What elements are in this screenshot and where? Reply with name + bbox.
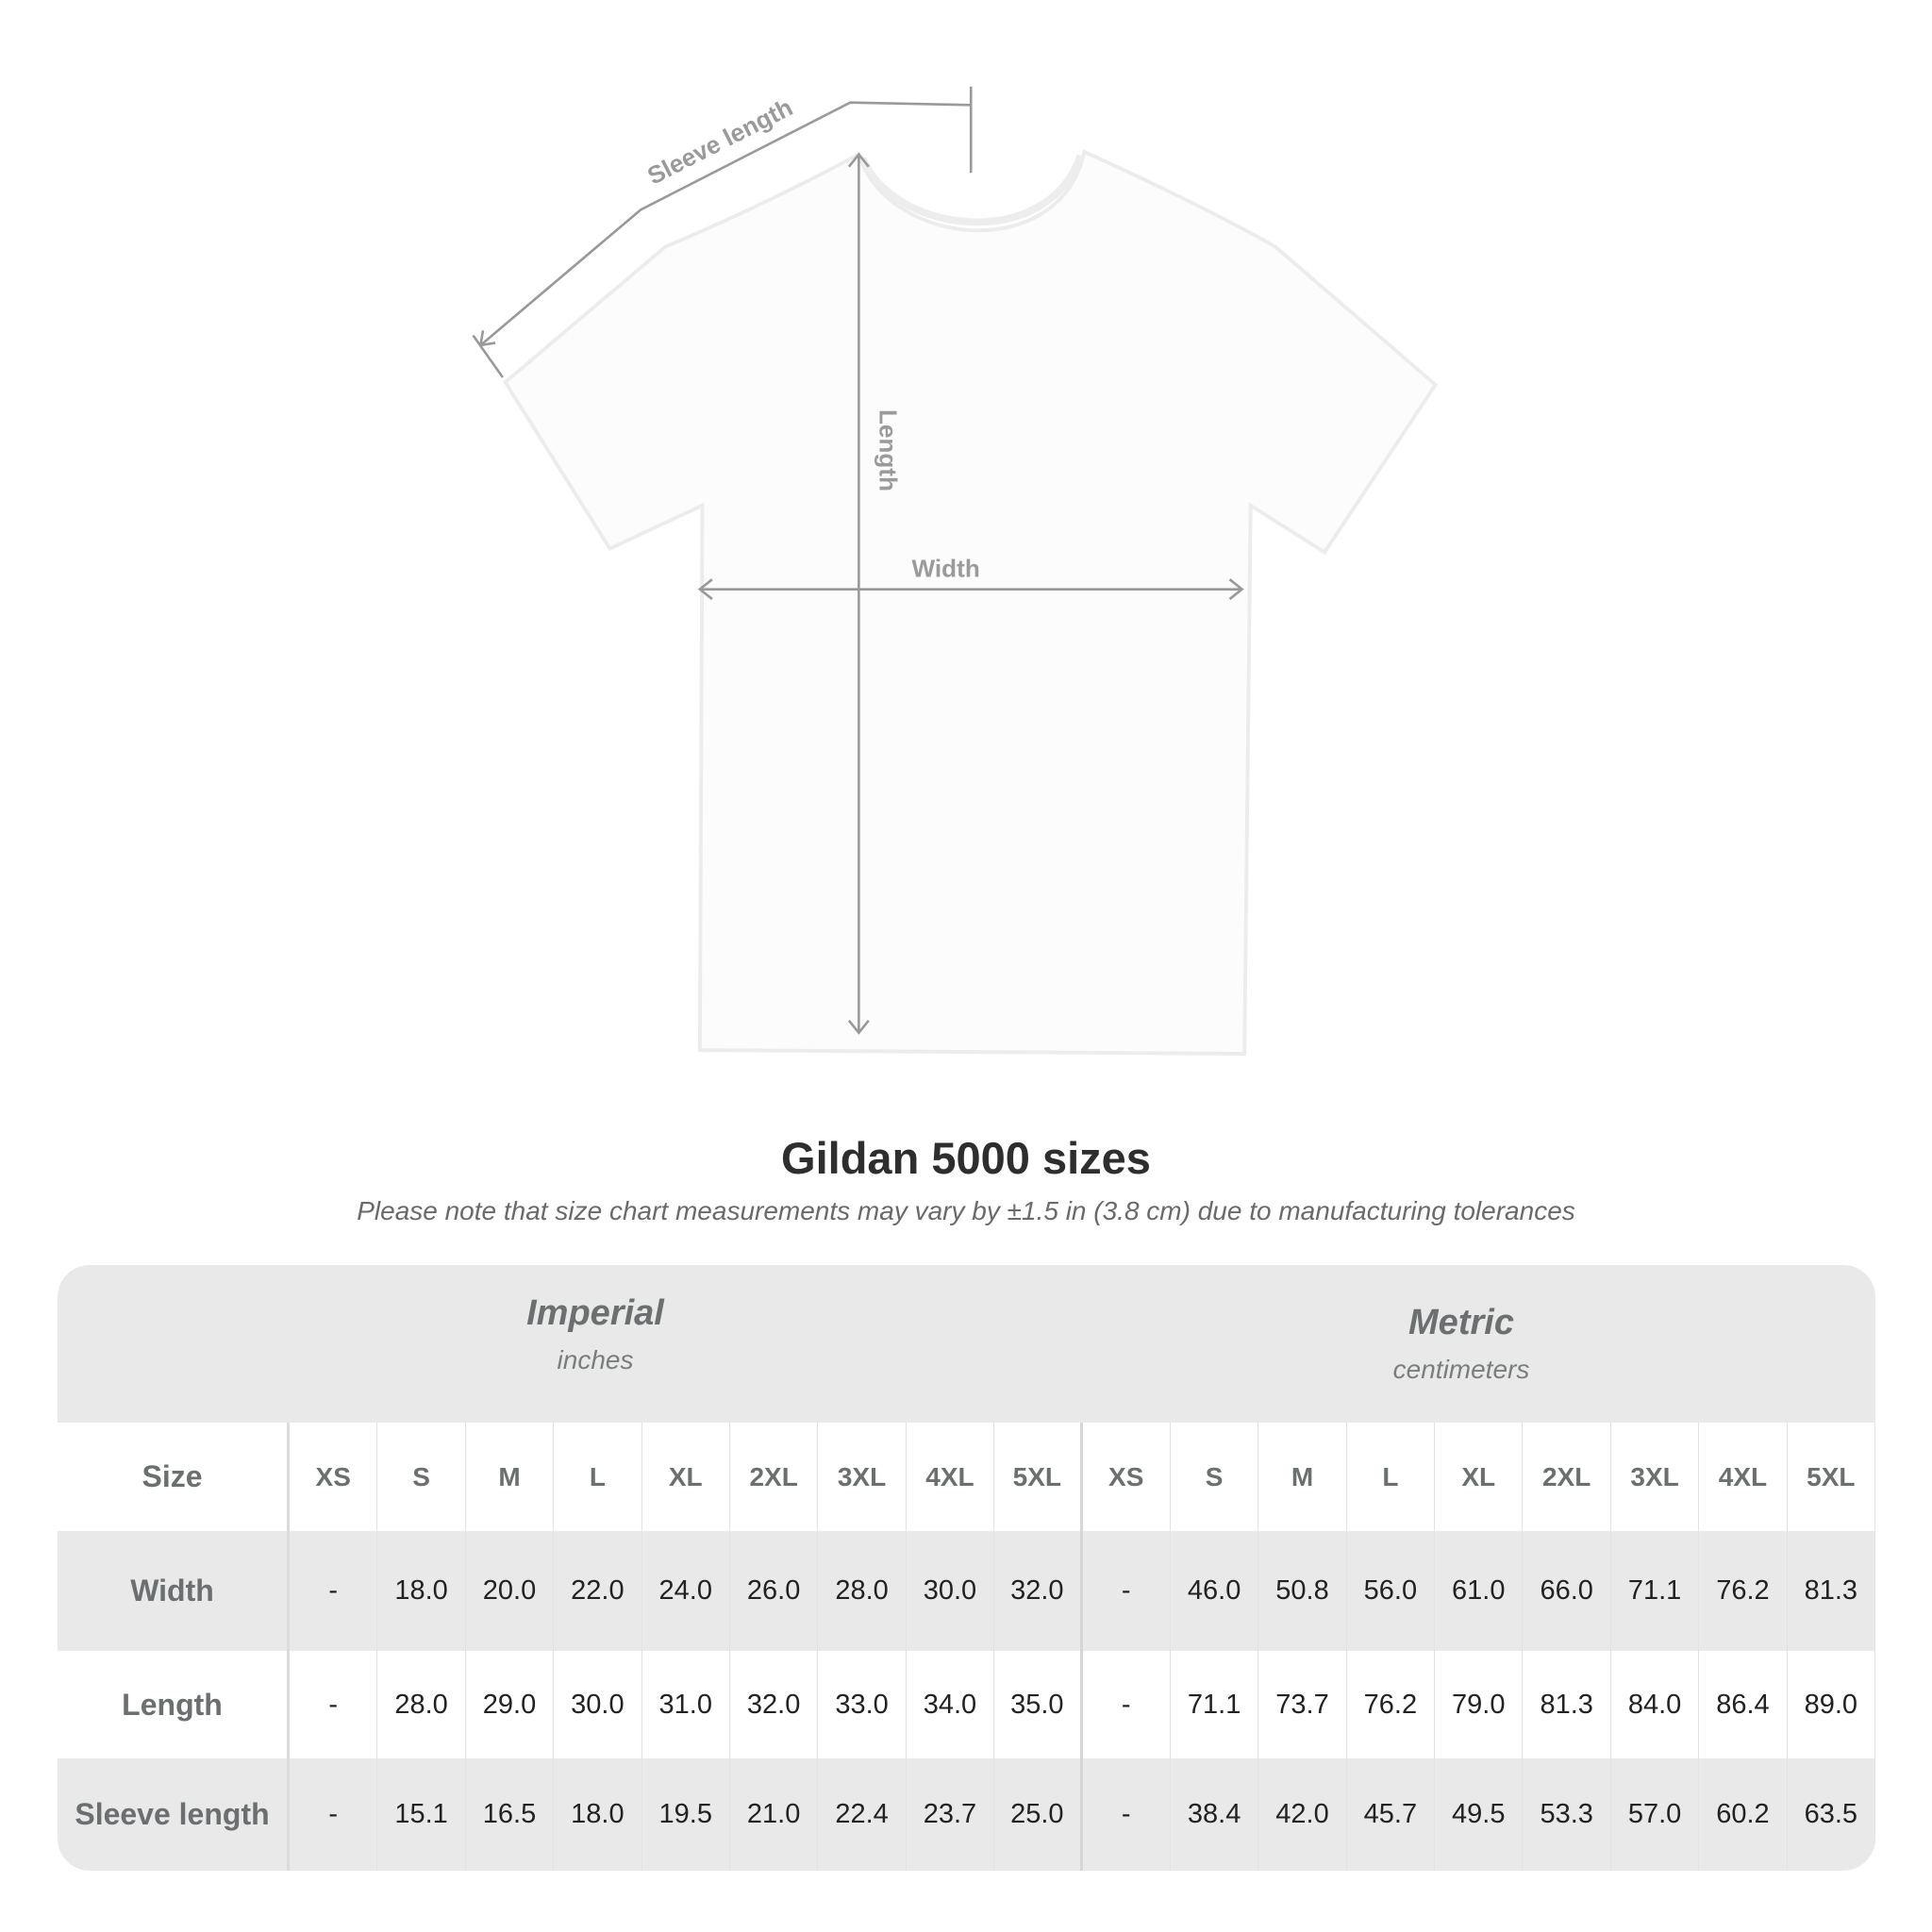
table-cell: 71.1 bbox=[1611, 1531, 1700, 1651]
table-cell: - bbox=[290, 1651, 378, 1758]
row-label: Width bbox=[58, 1531, 290, 1651]
table-cell: - bbox=[290, 1758, 378, 1871]
row-label: Sleeve length bbox=[58, 1758, 290, 1871]
table-cell: 30.0 bbox=[554, 1651, 642, 1758]
table-cell: 71.1 bbox=[1171, 1651, 1259, 1758]
table-cell: - bbox=[1083, 1651, 1171, 1758]
size-header-cell: 2XL bbox=[1523, 1423, 1611, 1531]
table-cell: 21.0 bbox=[730, 1758, 819, 1871]
table-cell: 81.3 bbox=[1523, 1651, 1611, 1758]
table-cell: 76.2 bbox=[1699, 1531, 1788, 1651]
table-cell: 32.0 bbox=[994, 1531, 1083, 1651]
imperial-group: Imperial inches bbox=[312, 1293, 878, 1375]
table-cell: 15.1 bbox=[377, 1758, 466, 1871]
table-cell: 86.4 bbox=[1699, 1651, 1788, 1758]
table-cell: 29.0 bbox=[466, 1651, 555, 1758]
size-header-cell: M bbox=[466, 1423, 555, 1531]
size-header-cell: 4XL bbox=[907, 1423, 995, 1531]
table-cell: 46.0 bbox=[1171, 1531, 1259, 1651]
table-cell: 66.0 bbox=[1523, 1531, 1611, 1651]
table-cell: 73.7 bbox=[1258, 1651, 1347, 1758]
table-cell: 26.0 bbox=[730, 1531, 819, 1651]
length-label: Length bbox=[874, 409, 903, 491]
size-header-cell: S bbox=[377, 1423, 466, 1531]
table-cell: 45.7 bbox=[1347, 1758, 1436, 1871]
table-cell: 23.7 bbox=[907, 1758, 995, 1871]
table-row: Length -28.0 29.0 30.0 31.0 32.0 33.0 34.0 35.0-… bbox=[58, 1651, 1875, 1758]
table-cell: 20.0 bbox=[466, 1531, 555, 1651]
size-header-cell: XL bbox=[1435, 1423, 1524, 1531]
table-cell: 24.0 bbox=[642, 1531, 730, 1651]
size-header-cell: S bbox=[1171, 1423, 1259, 1531]
table-cell: 28.0 bbox=[818, 1531, 907, 1651]
size-header-cell: 4XL bbox=[1699, 1423, 1788, 1531]
table-cell: 18.0 bbox=[554, 1758, 642, 1871]
page-title: Gildan 5000 sizes bbox=[781, 1133, 1151, 1183]
table-cell: 50.8 bbox=[1258, 1531, 1347, 1651]
size-header-row: Size XS S M L XL 2XL 3XL 4XL 5XL XS S M L XL 2XL 3XL 4XL 5… bbox=[58, 1423, 1875, 1531]
table-cell: 19.5 bbox=[642, 1758, 730, 1871]
table-cell: 22.0 bbox=[554, 1531, 642, 1651]
size-header-cell: 3XL bbox=[818, 1423, 907, 1531]
table-cell: 63.5 bbox=[1788, 1758, 1875, 1871]
table-cell: 35.0 bbox=[994, 1651, 1083, 1758]
table-row: Width -18.0 20.0 22.0 24.0 26.0 28.0 30.0 32.0-4… bbox=[58, 1531, 1875, 1651]
table-cell: 31.0 bbox=[642, 1651, 730, 1758]
size-table: Imperial inches Metric centimeters Size X… bbox=[58, 1265, 1875, 1871]
table-cell: 57.0 bbox=[1611, 1758, 1700, 1871]
sleeve-length-arrow bbox=[479, 101, 972, 347]
table-cell: 60.2 bbox=[1699, 1758, 1788, 1871]
table-row: Sleeve length -15.1 16.5 18.0 19.5 21.0 22.4 23… bbox=[58, 1758, 1875, 1871]
size-header-cell: L bbox=[1347, 1423, 1436, 1531]
table-cell: 25.0 bbox=[994, 1758, 1083, 1871]
table-cell: 81.3 bbox=[1788, 1531, 1875, 1651]
table-cell: 61.0 bbox=[1435, 1531, 1524, 1651]
table-cell: 30.0 bbox=[907, 1531, 995, 1651]
size-header-cell: XL bbox=[642, 1423, 730, 1531]
size-header-cell: 5XL bbox=[1788, 1423, 1875, 1531]
size-header-cell: 2XL bbox=[730, 1423, 819, 1531]
header-band bbox=[58, 1265, 1875, 1423]
table-cell: 84.0 bbox=[1611, 1651, 1700, 1758]
tshirt-illustration bbox=[502, 149, 1439, 1057]
size-header-cell: XS bbox=[1083, 1423, 1171, 1531]
table-cell: 38.4 bbox=[1171, 1758, 1259, 1871]
tolerance-note: Please note that size chart measurements… bbox=[357, 1196, 1575, 1225]
table-cell: 53.3 bbox=[1523, 1758, 1611, 1871]
table-cell: - bbox=[1083, 1531, 1171, 1651]
size-header-cell: L bbox=[554, 1423, 642, 1531]
table-cell: 56.0 bbox=[1347, 1531, 1436, 1651]
metric-group: Metric centimeters bbox=[1178, 1303, 1744, 1385]
size-header-cell: XS bbox=[290, 1423, 378, 1531]
table-cell: 89.0 bbox=[1788, 1651, 1875, 1758]
row-label: Length bbox=[58, 1651, 290, 1758]
imperial-title: Imperial bbox=[526, 1293, 664, 1333]
size-header-cell: 5XL bbox=[994, 1423, 1083, 1531]
width-label: Width bbox=[912, 555, 980, 583]
table-cell: 32.0 bbox=[730, 1651, 819, 1758]
size-header-cell: 3XL bbox=[1611, 1423, 1700, 1531]
table-cell: 49.5 bbox=[1435, 1758, 1524, 1871]
table-cell: 22.4 bbox=[818, 1758, 907, 1871]
metric-unit: centimeters bbox=[1392, 1355, 1530, 1384]
table-cell: 76.2 bbox=[1347, 1651, 1436, 1758]
table-cell: - bbox=[290, 1531, 378, 1651]
table-cell: 33.0 bbox=[818, 1651, 907, 1758]
table-cell: 79.0 bbox=[1435, 1651, 1524, 1758]
table-cell: 16.5 bbox=[466, 1758, 555, 1871]
table-cell: 42.0 bbox=[1258, 1758, 1347, 1871]
table-cell: 34.0 bbox=[907, 1651, 995, 1758]
tshirt-diagram: Sleeve length Length Width bbox=[472, 86, 1439, 1057]
table-cell: 28.0 bbox=[377, 1651, 466, 1758]
metric-title: Metric bbox=[1408, 1303, 1514, 1342]
imperial-unit: inches bbox=[557, 1345, 634, 1374]
table-cell: - bbox=[1083, 1758, 1171, 1871]
table-cell: 18.0 bbox=[377, 1531, 466, 1651]
row-label: Size bbox=[58, 1423, 290, 1531]
size-header-cell: M bbox=[1258, 1423, 1347, 1531]
